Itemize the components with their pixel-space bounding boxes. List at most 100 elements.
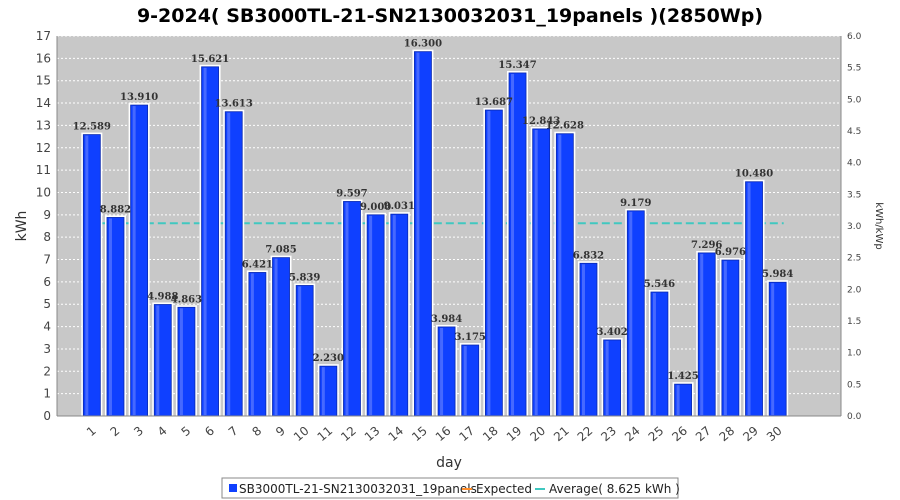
- bar-highlight: [369, 215, 373, 415]
- bar-highlight: [629, 211, 633, 415]
- x-tick-label: 23: [598, 424, 619, 445]
- y-tick-label: 1: [43, 387, 51, 401]
- data-label: 10.480: [735, 169, 773, 180]
- bar-highlight: [179, 308, 183, 415]
- y-tick-label: 4: [43, 320, 51, 334]
- data-label: 16.300: [404, 39, 442, 50]
- legend-label-expected: Expected: [476, 482, 532, 496]
- bar-highlight: [534, 129, 538, 415]
- x-tick-label: 19: [504, 424, 525, 445]
- data-label: 12.589: [73, 122, 111, 133]
- legend-swatch-series: [229, 484, 237, 492]
- y-tick-label: 17: [36, 29, 51, 43]
- y-tick-label: 9: [43, 208, 51, 222]
- y2-tick-label: 3.0: [847, 222, 862, 232]
- y-tick-label: 7: [43, 253, 51, 267]
- bar-highlight: [345, 202, 349, 415]
- x-tick-label: 17: [456, 424, 477, 445]
- legend-label-average: Average( 8.625 kWh ): [549, 482, 680, 496]
- y2-tick-labels: 0.0 0.5 1.0 1.5 2.0 2.5 3.0 3.5 4.0 4.5 5.0 5.5 6.0: [847, 32, 862, 422]
- y2-tick-label: 5.0: [847, 95, 862, 105]
- y2-tick-label: 4.0: [847, 159, 862, 169]
- x-tick-label: 9: [273, 424, 288, 440]
- y-tick-label: 10: [36, 185, 51, 199]
- y-tick-label: 5: [43, 297, 51, 311]
- data-label: 7.296: [691, 240, 722, 251]
- x-tick-label: 30: [764, 424, 785, 445]
- bar-highlight: [203, 67, 207, 415]
- y-tick-label: 13: [36, 118, 51, 132]
- x-tick-label: 3: [131, 424, 146, 440]
- legend-frame: [221, 477, 679, 499]
- data-label: 6.976: [715, 247, 746, 258]
- data-label: 4.988: [147, 292, 178, 303]
- chart-title: 9-2024( SB3000TL-21-SN2130032031_19panel…: [137, 5, 763, 27]
- y-tick-label: 12: [36, 141, 51, 155]
- y-tick-label: 8: [43, 230, 51, 244]
- x-tick-label: 4: [155, 424, 170, 440]
- bar-highlight: [558, 134, 562, 416]
- x-tick-label: 21: [551, 424, 572, 445]
- y-tick-label: 2: [43, 364, 51, 378]
- bar-highlight: [676, 385, 680, 415]
- y-tick-label: 3: [43, 342, 51, 356]
- x-tick-label: 20: [527, 424, 548, 445]
- data-label: 12.843: [522, 116, 560, 127]
- bar-highlight: [250, 273, 254, 415]
- bar-highlight: [747, 182, 751, 415]
- bar-highlight: [85, 135, 89, 415]
- data-label: 4.863: [171, 294, 202, 305]
- y-tick-label: 15: [36, 74, 51, 88]
- x-tick-label: 24: [622, 424, 643, 445]
- axes: [56, 36, 842, 417]
- bar-highlight: [108, 218, 112, 415]
- bar-highlight: [511, 73, 515, 416]
- bar-highlight: [156, 305, 160, 415]
- data-label: 2.230: [313, 353, 344, 364]
- x-tick-label: 1: [84, 424, 99, 440]
- x-tick-label: 28: [717, 424, 738, 445]
- x-tick-label: 25: [646, 424, 667, 445]
- data-label: 1.425: [667, 371, 698, 382]
- x-tick-label: 10: [291, 424, 312, 445]
- data-label: 13.910: [120, 92, 158, 103]
- legend: SB3000TL-21-SN2130032031_19panels Expect…: [221, 477, 680, 499]
- x-tick-label: 27: [693, 424, 714, 445]
- bar-highlight: [652, 293, 656, 415]
- data-label: 3.984: [431, 314, 462, 325]
- x-axis-label: day: [436, 455, 462, 471]
- bar-highlight: [416, 52, 420, 415]
- data-label: 6.421: [242, 259, 273, 270]
- y2-tick-label: 2.5: [847, 254, 861, 264]
- x-tick-label: 26: [669, 424, 690, 445]
- data-label: 15.621: [191, 54, 229, 65]
- y-axis-label: kWh: [14, 211, 30, 242]
- data-label: 12.628: [546, 121, 584, 132]
- data-label: 5.546: [644, 279, 675, 290]
- bars: [81, 49, 789, 417]
- data-label: 5.839: [289, 272, 320, 283]
- data-label: 6.832: [573, 250, 604, 261]
- x-tick-label: 6: [202, 424, 217, 440]
- y-tick-label: 0: [43, 409, 51, 423]
- y2-tick-label: 0.5: [847, 380, 861, 390]
- y-tick-label: 16: [36, 51, 51, 65]
- bar-highlight: [581, 264, 585, 415]
- data-label: 7.085: [265, 245, 296, 256]
- bar-highlight: [487, 111, 491, 415]
- x-tick-label: 11: [315, 424, 336, 445]
- x-tick-label: 8: [249, 424, 264, 440]
- y2-tick-label: 1.0: [847, 349, 862, 359]
- x-tick-label: 15: [409, 424, 430, 445]
- y2-axis-label: kWh/kWp: [873, 202, 884, 249]
- y2-tick-label: 3.5: [847, 190, 861, 200]
- bar-highlight: [463, 346, 467, 415]
- bar-highlight: [723, 261, 727, 415]
- y2-tick-label: 5.5: [847, 64, 861, 74]
- bar-highlight: [274, 258, 278, 415]
- data-label: 15.347: [498, 60, 536, 71]
- y2-tick-label: 0.0: [847, 412, 862, 422]
- data-label: 5.984: [762, 269, 793, 280]
